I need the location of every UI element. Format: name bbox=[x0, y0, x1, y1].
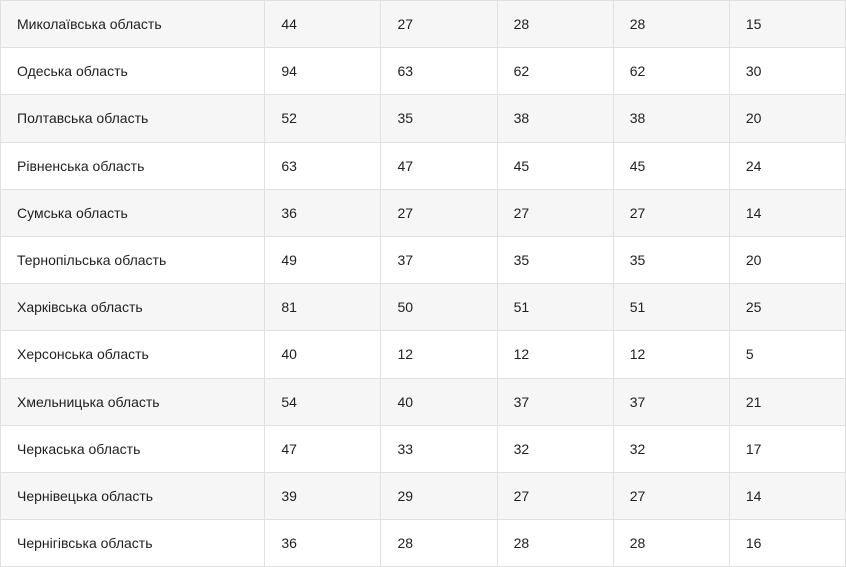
value-cell: 14 bbox=[729, 189, 845, 236]
value-cell: 62 bbox=[497, 48, 613, 95]
value-cell: 16 bbox=[729, 520, 845, 567]
value-cell: 29 bbox=[381, 472, 497, 519]
value-cell: 37 bbox=[613, 378, 729, 425]
region-table-wrap: Миколаївська область 44 27 28 28 15 Одес… bbox=[0, 0, 846, 567]
region-name-cell: Тернопільська область bbox=[1, 236, 265, 283]
value-cell: 39 bbox=[265, 472, 381, 519]
value-cell: 45 bbox=[613, 142, 729, 189]
region-name-cell: Харківська область bbox=[1, 284, 265, 331]
value-cell: 28 bbox=[497, 1, 613, 48]
region-table: Миколаївська область 44 27 28 28 15 Одес… bbox=[0, 0, 846, 567]
value-cell: 28 bbox=[613, 520, 729, 567]
value-cell: 32 bbox=[613, 425, 729, 472]
value-cell: 36 bbox=[265, 520, 381, 567]
table-row: Хмельницька область 54 40 37 37 21 bbox=[1, 378, 846, 425]
region-table-body: Миколаївська область 44 27 28 28 15 Одес… bbox=[1, 1, 846, 567]
value-cell: 40 bbox=[381, 378, 497, 425]
region-name-cell: Черкаська область bbox=[1, 425, 265, 472]
region-name-cell: Одеська область bbox=[1, 48, 265, 95]
value-cell: 17 bbox=[729, 425, 845, 472]
value-cell: 52 bbox=[265, 95, 381, 142]
value-cell: 81 bbox=[265, 284, 381, 331]
table-row: Черкаська область 47 33 32 32 17 bbox=[1, 425, 846, 472]
value-cell: 27 bbox=[613, 189, 729, 236]
value-cell: 36 bbox=[265, 189, 381, 236]
table-row: Полтавська область 52 35 38 38 20 bbox=[1, 95, 846, 142]
value-cell: 63 bbox=[381, 48, 497, 95]
value-cell: 35 bbox=[613, 236, 729, 283]
value-cell: 38 bbox=[613, 95, 729, 142]
value-cell: 27 bbox=[613, 472, 729, 519]
value-cell: 35 bbox=[381, 95, 497, 142]
value-cell: 14 bbox=[729, 472, 845, 519]
value-cell: 33 bbox=[381, 425, 497, 472]
table-row: Сумська область 36 27 27 27 14 bbox=[1, 189, 846, 236]
value-cell: 27 bbox=[497, 189, 613, 236]
value-cell: 5 bbox=[729, 331, 845, 378]
value-cell: 27 bbox=[381, 1, 497, 48]
region-name-cell: Чернігівська область bbox=[1, 520, 265, 567]
value-cell: 49 bbox=[265, 236, 381, 283]
region-name-cell: Рівненська область bbox=[1, 142, 265, 189]
value-cell: 12 bbox=[497, 331, 613, 378]
table-row: Одеська область 94 63 62 62 30 bbox=[1, 48, 846, 95]
table-row: Миколаївська область 44 27 28 28 15 bbox=[1, 1, 846, 48]
value-cell: 37 bbox=[381, 236, 497, 283]
table-row: Рівненська область 63 47 45 45 24 bbox=[1, 142, 846, 189]
value-cell: 24 bbox=[729, 142, 845, 189]
value-cell: 45 bbox=[497, 142, 613, 189]
value-cell: 20 bbox=[729, 95, 845, 142]
value-cell: 51 bbox=[497, 284, 613, 331]
value-cell: 27 bbox=[381, 189, 497, 236]
value-cell: 51 bbox=[613, 284, 729, 331]
value-cell: 21 bbox=[729, 378, 845, 425]
value-cell: 20 bbox=[729, 236, 845, 283]
value-cell: 25 bbox=[729, 284, 845, 331]
region-name-cell: Хмельницька область bbox=[1, 378, 265, 425]
region-name-cell: Чернівецька область bbox=[1, 472, 265, 519]
value-cell: 47 bbox=[265, 425, 381, 472]
region-name-cell: Миколаївська область bbox=[1, 1, 265, 48]
value-cell: 12 bbox=[381, 331, 497, 378]
value-cell: 47 bbox=[381, 142, 497, 189]
table-row: Тернопільська область 49 37 35 35 20 bbox=[1, 236, 846, 283]
region-name-cell: Полтавська область bbox=[1, 95, 265, 142]
value-cell: 28 bbox=[381, 520, 497, 567]
table-row: Чернігівська область 36 28 28 28 16 bbox=[1, 520, 846, 567]
value-cell: 30 bbox=[729, 48, 845, 95]
value-cell: 44 bbox=[265, 1, 381, 48]
value-cell: 28 bbox=[613, 1, 729, 48]
value-cell: 63 bbox=[265, 142, 381, 189]
table-row: Херсонська область 40 12 12 12 5 bbox=[1, 331, 846, 378]
value-cell: 40 bbox=[265, 331, 381, 378]
table-row: Чернівецька область 39 29 27 27 14 bbox=[1, 472, 846, 519]
region-name-cell: Сумська область bbox=[1, 189, 265, 236]
value-cell: 35 bbox=[497, 236, 613, 283]
value-cell: 62 bbox=[613, 48, 729, 95]
value-cell: 54 bbox=[265, 378, 381, 425]
value-cell: 37 bbox=[497, 378, 613, 425]
value-cell: 38 bbox=[497, 95, 613, 142]
value-cell: 32 bbox=[497, 425, 613, 472]
value-cell: 27 bbox=[497, 472, 613, 519]
table-row: Харківська область 81 50 51 51 25 bbox=[1, 284, 846, 331]
value-cell: 15 bbox=[729, 1, 845, 48]
value-cell: 12 bbox=[613, 331, 729, 378]
value-cell: 28 bbox=[497, 520, 613, 567]
region-name-cell: Херсонська область bbox=[1, 331, 265, 378]
value-cell: 94 bbox=[265, 48, 381, 95]
value-cell: 50 bbox=[381, 284, 497, 331]
